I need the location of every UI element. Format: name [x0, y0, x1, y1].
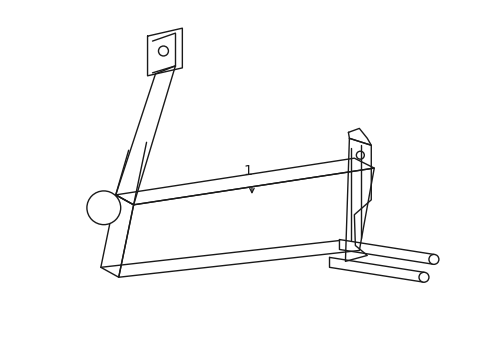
Polygon shape: [147, 28, 182, 76]
Polygon shape: [345, 138, 370, 261]
Polygon shape: [119, 168, 373, 277]
Polygon shape: [347, 129, 370, 145]
Polygon shape: [329, 257, 423, 282]
Circle shape: [418, 272, 428, 282]
Polygon shape: [339, 239, 433, 264]
Circle shape: [428, 255, 438, 264]
Text: 1: 1: [243, 164, 252, 178]
Polygon shape: [116, 158, 373, 205]
Polygon shape: [101, 195, 133, 277]
Polygon shape: [116, 66, 175, 205]
Circle shape: [87, 191, 121, 225]
